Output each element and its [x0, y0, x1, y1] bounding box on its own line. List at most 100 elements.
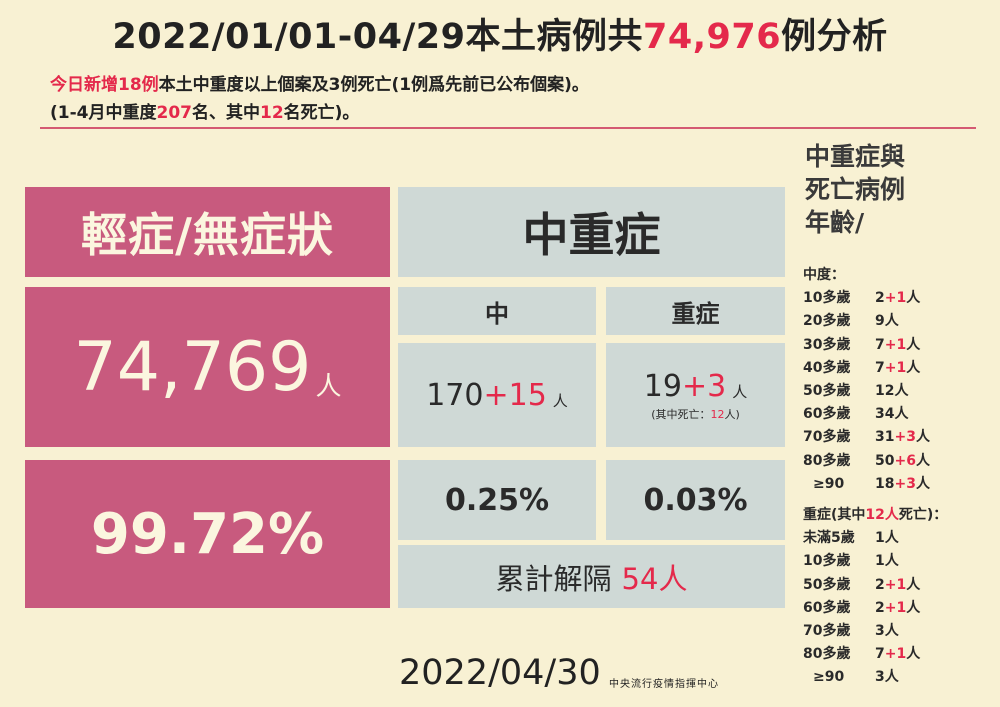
age-label: 未滿5歲 — [803, 530, 855, 547]
age-count: 9 — [875, 313, 885, 330]
side-title-line: 年齡/ — [805, 208, 865, 237]
age-label: 70多歲 — [803, 623, 851, 640]
age-row: 80多歲 7 +1 人 — [803, 643, 947, 666]
age-count: 18 — [875, 475, 895, 492]
age-added: +1 — [884, 359, 907, 376]
age-row: 10多歲 2 +1 人 — [803, 287, 930, 310]
age-row: 40多歲 7 +1 人 — [803, 357, 930, 380]
age-unit: 人 — [906, 576, 921, 593]
age-count: 2 — [875, 290, 885, 307]
title-prefix: 2022/01/01-04/29本土病例共 — [112, 17, 644, 57]
age-count: 1 — [875, 553, 885, 570]
age-label: 20多歲 — [803, 313, 851, 330]
critical-rows: 未滿5歲 1 人 10多歲 1 人 50多歲 2 +1 人 60多歲 2 +1 人 70多歲 3 人 80多歲 7 +… — [803, 527, 947, 689]
age-added: +1 — [884, 599, 907, 616]
age-added: +1 — [884, 576, 907, 593]
subtitle-severe-total: 207 — [156, 103, 192, 123]
age-label: 30多歲 — [803, 336, 851, 353]
age-row: 30多歲 7 +1 人 — [803, 334, 930, 357]
moderate-unit: 人 — [552, 391, 568, 410]
age-unit: 人 — [884, 530, 899, 547]
age-unit: 人 — [915, 452, 930, 469]
age-unit: 人 — [915, 475, 930, 492]
mild-percent: 99.72% — [25, 460, 390, 608]
moderate-percent: 0.25% — [398, 460, 596, 540]
side-title-line: 中重症與 — [805, 142, 906, 171]
report-date: 2022/04/30 — [399, 653, 601, 693]
moderate-rows: 10多歲 2 +1 人 20多歲 9 人 30多歲 7 +1 人 40多歲 7 +1 人 50多歲 12 人 60多… — [803, 287, 930, 496]
age-label: 70多歲 — [803, 429, 851, 446]
age-added: +1 — [884, 646, 907, 663]
age-added: +3 — [894, 429, 916, 446]
mild-unit: 人 — [315, 371, 342, 402]
subtitle-line-2: (1-4月中重度207名、其中12名死亡)。 — [50, 98, 359, 123]
organization-name: 中央流行疫情指揮中心 — [609, 679, 719, 690]
moderate-age-list: 中度： 10多歲 2 +1 人 20多歲 9 人 30多歲 7 +1 人 40多歲 7 +1 人 50多歲 12… — [803, 264, 930, 496]
title-total: 74,976 — [643, 17, 782, 57]
age-row: 70多歲 3 人 — [803, 620, 947, 643]
age-count: 7 — [875, 359, 885, 376]
subtitle-text: 名、其中 — [191, 103, 260, 123]
death-note-count: 12 — [710, 407, 725, 421]
critical-heading: 重症(其中12人死亡)： — [803, 504, 947, 527]
subtitle-text: (1-4月中重度 — [50, 103, 157, 123]
critical-heading-deaths: 12人 — [865, 507, 899, 523]
subtitle-death-total: 12 — [259, 103, 284, 123]
critical-base: 19 — [643, 368, 682, 404]
side-title-line: 死亡病例 — [805, 175, 906, 204]
released-cell: 累計解隔 54人 — [398, 545, 785, 608]
age-added: +3 — [894, 475, 916, 492]
age-unit: 人 — [884, 553, 899, 570]
age-row: 50多歲 12 人 — [803, 380, 930, 403]
released-count: 54人 — [621, 561, 688, 596]
age-count: 1 — [875, 530, 885, 547]
age-unit: 人 — [906, 646, 921, 663]
age-label: 80多歲 — [803, 646, 851, 663]
age-label: 40多歲 — [803, 359, 851, 376]
age-unit: 人 — [915, 429, 930, 446]
age-count: 2 — [875, 599, 885, 616]
age-label: 10多歲 — [803, 290, 851, 307]
age-count: 7 — [875, 646, 885, 663]
age-count: 3 — [875, 669, 885, 686]
moderate-label: 中 — [398, 287, 596, 335]
age-label: ≥90 — [813, 669, 845, 686]
age-row: ≥90 3 人 — [803, 666, 947, 689]
age-added: +1 — [884, 290, 907, 307]
age-label: 60多歲 — [803, 406, 851, 423]
moderate-count-cell: 170 +15 人 — [398, 343, 596, 447]
age-count: 34 — [875, 406, 895, 423]
age-row: 50多歲 2 +1 人 — [803, 574, 947, 597]
divider — [40, 127, 976, 129]
age-unit: 人 — [906, 290, 921, 307]
age-row: 60多歲 34 人 — [803, 403, 930, 426]
mild-header: 輕症/無症狀 — [25, 187, 390, 277]
death-note-prefix: (其中死亡： — [651, 407, 711, 421]
critical-unit: 人 — [732, 382, 748, 401]
critical-heading-text: 死亡)： — [898, 507, 948, 523]
age-label: 80多歲 — [803, 452, 851, 469]
side-title: 中重症與 死亡病例 年齡/ — [805, 140, 905, 239]
age-count: 31 — [875, 429, 895, 446]
mild-count: 74,769 — [73, 327, 312, 407]
age-count: 2 — [875, 576, 885, 593]
severe-header: 中重症 — [398, 187, 785, 277]
age-added: +6 — [894, 452, 916, 469]
mild-count-cell: 74,769 人 — [25, 287, 390, 447]
subtitle-text: 名死亡)。 — [283, 103, 360, 123]
subtitle-line-1-text: 本土中重度以上個案及3例死亡(1例爲先前已公布個案)。 — [158, 75, 589, 95]
age-row: 70多歲 31 +3 人 — [803, 426, 930, 449]
age-unit: 人 — [894, 406, 909, 423]
subtitle-line-1: 今日新增18例本土中重度以上個案及3例死亡(1例爲先前已公布個案)。 — [50, 70, 589, 95]
title-suffix: 例分析 — [781, 17, 888, 57]
age-unit: 人 — [906, 599, 921, 616]
age-count: 12 — [875, 383, 895, 400]
subtitle-new-cases: 今日新增18例 — [50, 75, 159, 95]
critical-added: +3 — [681, 368, 727, 404]
moderate-base: 170 — [426, 377, 484, 413]
death-note-suffix: 人) — [724, 407, 740, 421]
age-unit: 人 — [884, 623, 899, 640]
age-label: ≥90 — [813, 475, 845, 492]
age-row: 20多歲 9 人 — [803, 310, 930, 333]
age-row: 10多歲 1 人 — [803, 550, 947, 573]
